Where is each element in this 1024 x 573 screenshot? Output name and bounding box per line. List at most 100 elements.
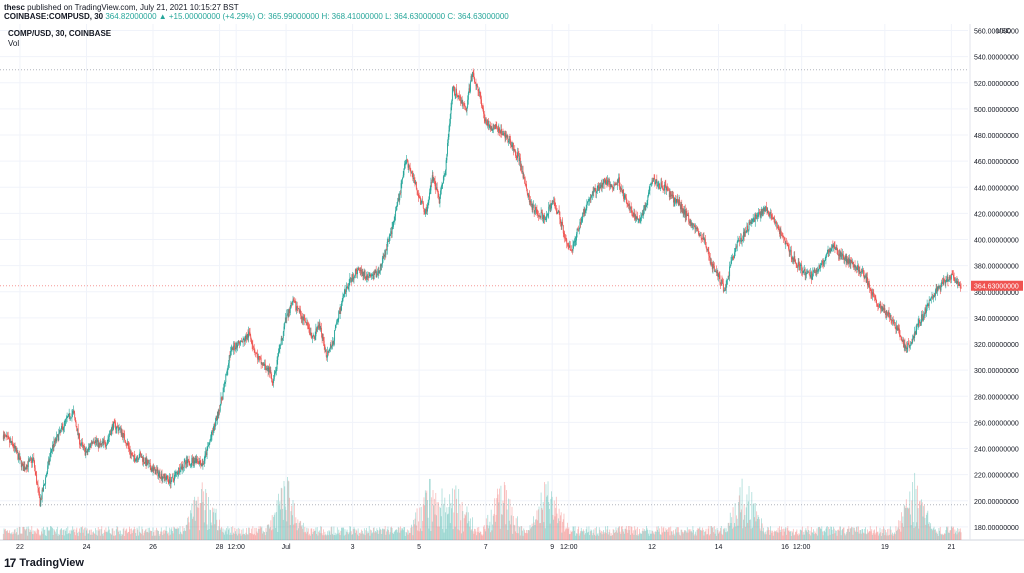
candle-body — [395, 210, 397, 217]
volume-bar — [885, 529, 886, 540]
volume-bar — [609, 535, 611, 540]
candle-body — [593, 190, 595, 193]
candle-body — [660, 182, 662, 188]
volume-bar — [603, 533, 605, 540]
candle-body — [625, 195, 627, 198]
candle-body — [412, 173, 414, 180]
volume-bar — [724, 527, 726, 540]
volume-bar — [123, 527, 125, 540]
volume-bar — [140, 532, 141, 540]
candle-body — [917, 322, 919, 326]
volume-bar — [370, 530, 372, 540]
volume-bar — [498, 502, 500, 540]
candle-body — [729, 264, 731, 267]
candle-body — [38, 487, 40, 492]
candle-body — [468, 88, 470, 93]
candle-body — [71, 413, 73, 418]
volume-bar — [869, 526, 871, 540]
volume-bar — [300, 526, 302, 540]
volume-bar — [140, 533, 142, 540]
candle-body — [502, 133, 504, 136]
candle-body — [328, 349, 330, 354]
candle-body — [835, 248, 837, 250]
candle-body — [489, 125, 491, 126]
volume-bar — [698, 528, 700, 540]
candle-body — [156, 470, 157, 471]
candle-body — [246, 335, 248, 340]
volume-bar — [659, 528, 661, 540]
candle-body — [490, 125, 491, 130]
candle-body — [147, 459, 148, 465]
volume-bar — [630, 534, 631, 540]
candle-body — [160, 473, 162, 479]
candle-body — [891, 320, 893, 321]
volume-bar — [703, 535, 705, 540]
tradingview-footer[interactable]: 17 TradingView — [4, 556, 84, 570]
candle-body — [704, 238, 706, 241]
volume-bar — [634, 530, 636, 540]
volume-bar — [748, 485, 750, 540]
candle-body — [305, 321, 306, 323]
volume-bar — [442, 503, 444, 540]
volume-bar — [124, 530, 126, 540]
volume-bar — [824, 530, 825, 540]
volume-bar — [347, 534, 349, 540]
candle-body — [325, 349, 327, 352]
volume-bar — [490, 509, 492, 540]
volume-bar — [851, 527, 853, 540]
volume-bar — [64, 529, 66, 540]
volume-bar — [23, 526, 25, 540]
volume-bar — [274, 512, 276, 540]
volume-bar — [510, 515, 512, 540]
candle-body — [107, 438, 109, 442]
volume-bar — [828, 528, 830, 540]
volume-bar — [555, 507, 557, 540]
candle-body — [443, 175, 445, 177]
volume-bar — [52, 528, 53, 540]
candle-body — [221, 397, 223, 400]
candle-body — [117, 426, 119, 427]
volume-bar — [590, 529, 592, 540]
candle-body — [417, 190, 419, 194]
candle-body — [688, 215, 690, 222]
volume-bar — [265, 528, 267, 540]
volume-bar — [217, 530, 218, 540]
volume-bar — [293, 524, 295, 540]
volume-bar — [365, 530, 367, 540]
candle-body — [618, 177, 620, 187]
volume-bar — [553, 500, 555, 540]
candle-body — [558, 210, 560, 212]
candle-body — [738, 239, 740, 241]
candle-body — [173, 478, 175, 481]
candle-body — [643, 208, 645, 216]
candle-body — [245, 335, 247, 340]
volume-bar — [665, 528, 667, 540]
candle-body — [621, 188, 622, 191]
volume-bar — [780, 531, 782, 540]
volume-bar — [220, 528, 222, 540]
volume-bar — [763, 527, 765, 540]
candle-body — [151, 468, 153, 472]
volume-bar — [7, 532, 9, 540]
volume-bar — [368, 526, 370, 540]
volume-bar — [683, 531, 685, 540]
candle-body — [410, 170, 412, 174]
candle-body — [266, 369, 268, 370]
candle-body — [56, 435, 58, 442]
volume-bar — [95, 528, 96, 540]
candle-body — [118, 428, 120, 431]
x-tick-label: 19 — [881, 544, 889, 551]
volume-bar — [75, 529, 77, 540]
candle-body — [204, 454, 206, 461]
candle-body — [894, 322, 896, 329]
volume-bar — [887, 535, 889, 540]
volume-bar — [532, 526, 534, 540]
volume-bar — [93, 532, 95, 540]
volume-bar — [497, 494, 499, 540]
volume-bar — [558, 508, 560, 540]
volume-bar — [374, 532, 376, 540]
candle-body — [423, 208, 425, 212]
volume-bar — [830, 526, 832, 540]
volume-bar — [567, 528, 569, 540]
